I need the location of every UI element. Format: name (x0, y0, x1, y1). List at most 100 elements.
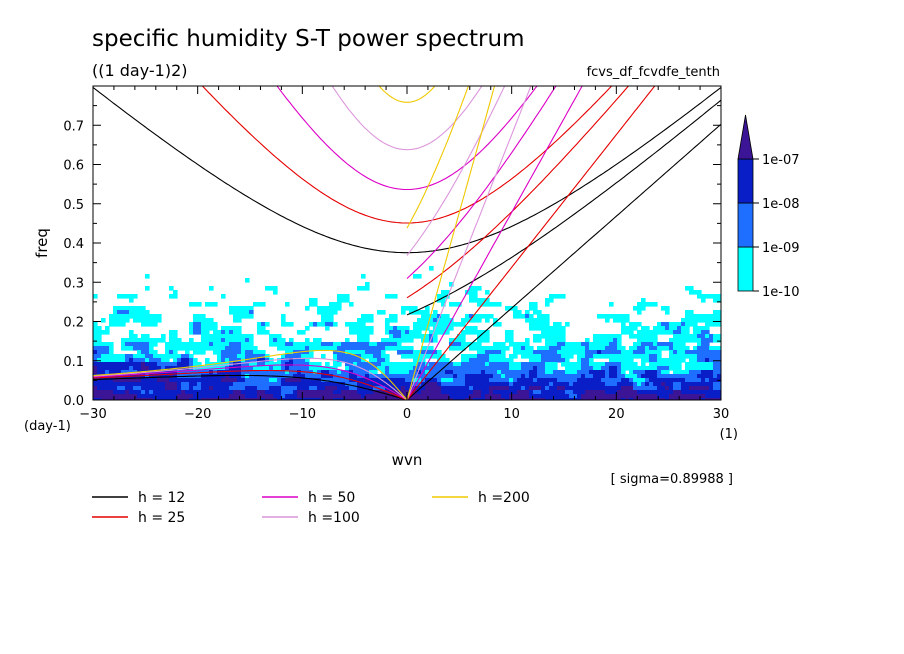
contour-cell (257, 302, 262, 307)
contour-cell (149, 346, 154, 351)
contour-cell (541, 322, 546, 327)
contour-cell (249, 310, 254, 315)
contour-cell (489, 358, 494, 363)
contour-cell (225, 382, 230, 387)
contour-cell (601, 378, 606, 383)
contour-cell (349, 326, 354, 331)
contour-cell (193, 394, 198, 399)
contour-cell (629, 358, 634, 363)
contour-cell (349, 358, 354, 363)
contour-cell (465, 386, 470, 391)
contour-cell (437, 354, 442, 359)
contour-cell (389, 366, 394, 371)
contour-cell (213, 346, 218, 351)
contour-cell (153, 382, 158, 387)
contour-cell (593, 390, 598, 395)
contour-cell (381, 378, 386, 383)
x-tick-label: 30 (713, 407, 730, 422)
contour-cell (461, 322, 466, 327)
contour-cell (589, 382, 594, 387)
contour-cell (405, 386, 410, 391)
contour-cell (125, 342, 130, 347)
contour-cell (221, 374, 226, 379)
contour-cell (361, 378, 366, 383)
contour-cell (201, 330, 206, 335)
contour-cell (385, 322, 390, 327)
contour-cell (533, 390, 538, 395)
contour-cell (677, 350, 682, 355)
contour-cell (545, 298, 550, 303)
contour-cell (333, 394, 338, 399)
contour-cell (373, 354, 378, 359)
contour-cell (509, 354, 514, 359)
contour-cell (241, 334, 246, 339)
contour-cell (461, 346, 466, 351)
contour-cell (705, 346, 710, 351)
contour-cell (445, 290, 450, 295)
contour-cell (625, 362, 630, 367)
contour-cell (517, 342, 522, 347)
contour-cell (481, 354, 486, 359)
contour-cell (165, 342, 170, 347)
contour-cell (337, 306, 342, 311)
contour-cell (641, 374, 646, 379)
contour-cell (237, 326, 242, 331)
contour-cell (489, 398, 494, 400)
contour-cell (265, 362, 270, 367)
contour-cell (585, 342, 590, 347)
contour-cell (301, 374, 306, 379)
contour-cell (637, 394, 642, 399)
contour-cell (573, 398, 578, 400)
contour-cell (465, 370, 470, 375)
contour-cell (353, 394, 358, 399)
contour-cell (265, 386, 270, 391)
contour-cell (221, 398, 226, 400)
colorbar-arrow (737, 114, 754, 160)
contour-cell (713, 298, 718, 303)
contour-cell (653, 330, 658, 335)
contour-cell (261, 378, 266, 383)
contour-cell (273, 342, 278, 347)
contour-cell (581, 394, 586, 399)
colorbar-label: 1e-08 (762, 197, 800, 212)
contour-cell (537, 390, 542, 395)
dispersion-curve (93, 374, 408, 400)
contour-cell (545, 374, 550, 379)
contour-cell (417, 358, 422, 363)
contour-cell (473, 366, 478, 371)
contour-cell (629, 390, 634, 395)
contour-cell (701, 382, 706, 387)
contour-cell (181, 386, 186, 391)
contour-cell (225, 326, 230, 331)
contour-cell (617, 394, 622, 399)
contour-cell (669, 330, 674, 335)
contour-cell (185, 350, 190, 355)
contour-cell (589, 398, 594, 400)
contour-cell (405, 366, 410, 371)
contour-cell (313, 374, 318, 379)
contour-cell (437, 318, 442, 323)
contour-cell (541, 378, 546, 383)
contour-cell (501, 386, 506, 391)
contour-cell (165, 378, 170, 383)
contour-cell (129, 358, 134, 363)
contour-cell (461, 382, 466, 387)
contour-cell (357, 358, 362, 363)
contour-cell (201, 378, 206, 383)
contour-cell (365, 366, 370, 371)
contour-cell (481, 394, 486, 399)
contour-cell (637, 386, 642, 391)
contour-cell (617, 342, 622, 347)
x-tick-label: 10 (503, 407, 520, 422)
contour-cell (181, 358, 186, 363)
contour-cell (353, 374, 358, 379)
contour-cell (165, 358, 170, 363)
contour-cell (625, 350, 630, 355)
contour-cell (289, 382, 294, 387)
contour-cell (297, 374, 302, 379)
contour-cell (201, 390, 206, 395)
contour-cell (289, 362, 294, 367)
contour-cell (177, 398, 182, 400)
contour-cell (365, 354, 370, 359)
contour-cell (253, 358, 258, 363)
